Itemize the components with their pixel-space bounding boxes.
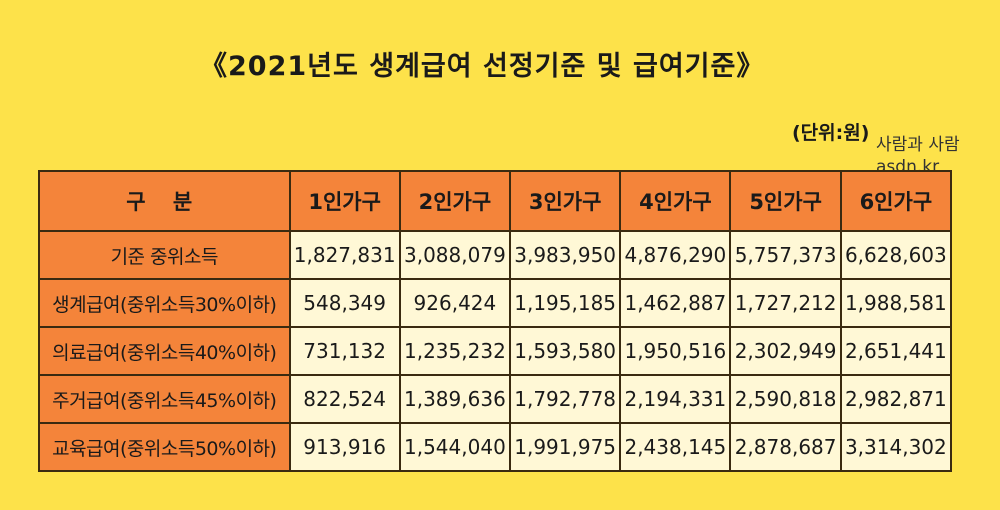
table-cell: 3,314,302 (839, 422, 953, 472)
table-cell: 5,757,373 (729, 230, 842, 280)
table-cell: 822,524 (288, 374, 401, 424)
table-cell: 2,590,818 (729, 374, 842, 424)
row-label: 의료급여(중위소득40%이하) (38, 326, 291, 376)
table-cell: 1,727,212 (729, 278, 842, 328)
row-label: 생계급여(중위소득30%이하) (38, 278, 291, 328)
table-cell: 926,424 (398, 278, 512, 328)
table-cell: 731,132 (288, 326, 401, 376)
page-title: 《2021년도 생계급여 선정기준 및 급여기준》 (200, 51, 765, 82)
row-label: 기준 중위소득 (38, 230, 291, 280)
table-cell: 3,088,079 (398, 230, 512, 280)
table-cell: 2,982,871 (839, 374, 953, 424)
header-3-person: 3인가구 (509, 170, 622, 232)
table-cell: 1,950,516 (619, 326, 732, 376)
unit-label: (단위:원) (792, 122, 870, 144)
table-row: 주거급여(중위소득45%이하) 822,524 1,389,636 1,792,… (38, 374, 953, 424)
table-cell: 1,462,887 (619, 278, 732, 328)
table-cell: 2,194,331 (619, 374, 732, 424)
table-cell: 1,593,580 (509, 326, 622, 376)
table-header-row: 구 분 1인가구 2인가구 3인가구 4인가구 5인가구 6인가구 (38, 170, 953, 232)
table-row: 의료급여(중위소득40%이하) 731,132 1,235,232 1,593,… (38, 326, 953, 376)
table-cell: 1,988,581 (839, 278, 953, 328)
table-cell: 2,651,441 (839, 326, 953, 376)
table-row: 기준 중위소득 1,827,831 3,088,079 3,983,950 4,… (38, 230, 953, 280)
table-cell: 548,349 (288, 278, 401, 328)
table-cell: 2,438,145 (619, 422, 732, 472)
table-cell: 1,827,831 (288, 230, 401, 280)
header-1-person: 1인가구 (288, 170, 401, 232)
table-row: 생계급여(중위소득30%이하) 548,349 926,424 1,195,18… (38, 278, 953, 328)
table-cell: 1,792,778 (509, 374, 622, 424)
table-cell: 1,195,185 (509, 278, 622, 328)
table-cell: 3,983,950 (509, 230, 622, 280)
header-2-person: 2인가구 (398, 170, 512, 232)
row-label: 주거급여(중위소득45%이하) (38, 374, 291, 424)
table-row: 교육급여(중위소득50%이하) 913,916 1,544,040 1,991,… (38, 422, 953, 472)
table-cell: 6,628,603 (839, 230, 953, 280)
table-cell: 4,876,290 (619, 230, 732, 280)
row-label: 교육급여(중위소득50%이하) (38, 422, 291, 472)
table-cell: 2,302,949 (729, 326, 842, 376)
table-cell: 1,389,636 (398, 374, 512, 424)
header-category: 구 분 (38, 170, 291, 232)
table-cell: 1,544,040 (398, 422, 512, 472)
header-6-person: 6인가구 (839, 170, 953, 232)
header-4-person: 4인가구 (619, 170, 732, 232)
table-cell: 913,916 (288, 422, 401, 472)
table-cell: 2,878,687 (729, 422, 842, 472)
table-cell: 1,991,975 (509, 422, 622, 472)
benefit-criteria-table: 구 분 1인가구 2인가구 3인가구 4인가구 5인가구 6인가구 기준 중위소… (38, 170, 953, 472)
table-cell: 1,235,232 (398, 326, 512, 376)
watermark-line-1: 사람과 사람 (876, 135, 960, 155)
header-5-person: 5인가구 (729, 170, 842, 232)
